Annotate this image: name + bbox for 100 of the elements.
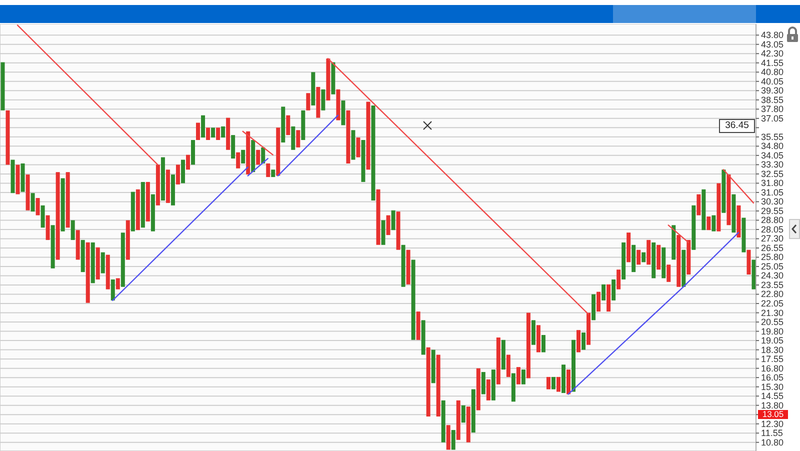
- y-tick-label: 12.30: [761, 418, 784, 429]
- bar: [216, 128, 220, 140]
- bar: [582, 332, 586, 350]
- bar: [276, 128, 280, 176]
- bar: [576, 330, 581, 352]
- bar: [396, 212, 400, 250]
- bar: [20, 163, 25, 192]
- bar: [146, 182, 150, 222]
- bar: [746, 250, 751, 275]
- y-tick-label: 38.55: [761, 94, 784, 105]
- bar: [686, 240, 691, 275]
- y-tick-label: 21.30: [761, 308, 784, 318]
- bar: [696, 194, 701, 216]
- bar: [656, 244, 661, 270]
- bar: [592, 294, 596, 320]
- bar: [86, 242, 90, 303]
- bar: [446, 425, 450, 450]
- bar: [180, 160, 185, 184]
- bar: [6, 110, 10, 165]
- bar: [306, 93, 310, 110]
- bar: [566, 370, 570, 394]
- y-tick-label: 42.30: [761, 48, 784, 59]
- bar: [672, 225, 676, 260]
- bar: [60, 178, 65, 232]
- bar: [622, 242, 626, 280]
- bar: [66, 172, 70, 228]
- bar: [652, 242, 656, 278]
- bar: [226, 118, 230, 150]
- bar: [130, 192, 135, 232]
- y-tick-label: 16.80: [761, 363, 784, 374]
- bar: [541, 334, 546, 352]
- bar: [476, 368, 480, 410]
- bar: [366, 102, 370, 170]
- y-tick-label: 20.55: [761, 317, 784, 328]
- bar: [526, 312, 530, 378]
- bar: [0, 62, 5, 110]
- bar: [506, 354, 510, 377]
- bar: [46, 215, 50, 240]
- y-tick-label: 13.80: [761, 400, 784, 410]
- bar: [441, 400, 446, 442]
- bar: [491, 370, 496, 400]
- bar: [551, 376, 556, 390]
- y-tick-label: 26.55: [761, 242, 784, 253]
- bar: [291, 126, 296, 150]
- bar: [726, 174, 731, 226]
- y-tick-label: 19.05: [761, 336, 784, 346]
- bar: [386, 215, 390, 236]
- bar: [646, 240, 651, 265]
- bar: [676, 235, 681, 287]
- bar: [336, 89, 340, 120]
- y-tick-label: 34.80: [761, 141, 784, 152]
- bar: [481, 372, 486, 394]
- bar: [16, 164, 20, 194]
- bar: [326, 58, 330, 101]
- y-tick-label: 24.30: [761, 270, 784, 281]
- bar: [531, 320, 536, 345]
- bar: [421, 320, 426, 355]
- bar: [251, 140, 256, 172]
- y-tick-label: 16.05: [761, 372, 784, 383]
- bar: [266, 163, 270, 178]
- bar: [486, 379, 490, 400]
- y-tick-label: 25.80: [761, 252, 784, 262]
- y-tick-label: 22.80: [761, 289, 784, 300]
- bar: [106, 254, 110, 290]
- y-tick-label: 29.55: [761, 206, 784, 216]
- y-tick-label: 19.80: [761, 326, 784, 336]
- bar: [311, 72, 316, 106]
- bar: [26, 174, 30, 210]
- bar: [736, 205, 741, 238]
- bar: [371, 105, 376, 200]
- bar: [381, 220, 386, 245]
- bar: [176, 164, 180, 184]
- bar: [572, 340, 576, 392]
- bar: [536, 325, 540, 352]
- bar: [732, 194, 736, 233]
- bar: [56, 172, 60, 260]
- y-tick-label: 30.30: [761, 196, 784, 207]
- bar: [136, 189, 140, 230]
- bar: [140, 182, 145, 228]
- bar: [116, 278, 120, 290]
- bar: [451, 430, 456, 450]
- y-tick-label: 10.80: [761, 437, 784, 448]
- bar: [376, 189, 380, 245]
- bar: [96, 247, 100, 280]
- bar: [50, 225, 55, 268]
- bar: [416, 312, 420, 340]
- y-tick-label: 31.80: [761, 178, 784, 188]
- bar: [742, 218, 746, 252]
- bar: [682, 250, 686, 287]
- bar: [286, 115, 290, 136]
- y-tick-label: 25.05: [761, 261, 784, 272]
- bar: [100, 252, 105, 274]
- bar: [316, 86, 320, 118]
- bar: [156, 164, 160, 206]
- bar: [716, 183, 721, 232]
- bar: [516, 367, 520, 384]
- bar: [211, 128, 216, 138]
- bar: [456, 400, 460, 440]
- bar: [40, 205, 45, 228]
- bar: [236, 152, 240, 168]
